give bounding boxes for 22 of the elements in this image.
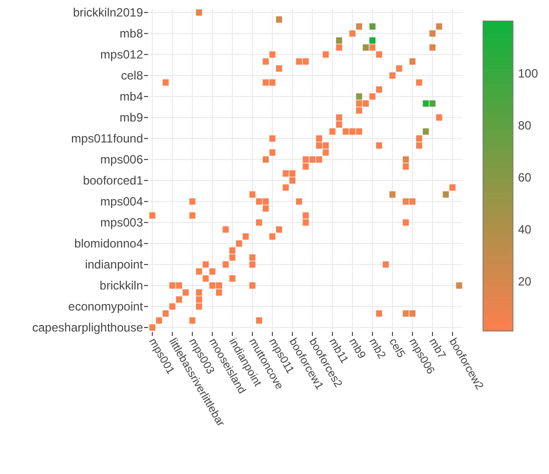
- y-tick-label: mps003: [100, 216, 144, 230]
- y-tick-label: mb9: [120, 110, 144, 125]
- color-bar-label: 80: [518, 118, 532, 132]
- y-tick-label: blomidonno4: [74, 236, 144, 251]
- y-tick-label: mps004: [100, 194, 144, 209]
- color-bar-label: 40: [518, 222, 532, 237]
- y-tick-label: brickkiln2019: [72, 6, 144, 20]
- y-tick-label: indianpoint: [84, 258, 144, 272]
- color-bar-label: 100: [518, 66, 538, 80]
- color-bar-label: 20: [518, 274, 532, 289]
- y-tick-label: mps011found: [71, 132, 143, 146]
- y-tick-label: cel8: [120, 68, 144, 83]
- x-tick-label: cel5: [386, 336, 408, 360]
- y-tick-label: mps012: [100, 48, 144, 62]
- y-tick-label: mb4: [120, 90, 144, 104]
- y-tick-label: economypoint: [68, 300, 144, 314]
- y-tick-label: brickkiln: [100, 278, 143, 293]
- color-bar-label: 60: [518, 170, 532, 185]
- y-tick-label: booforced1: [82, 174, 144, 188]
- y-tick-label: mps006: [100, 152, 144, 167]
- y-tick-label: capesharplighthouse: [32, 320, 144, 335]
- y-tick-label: mb8: [120, 26, 144, 41]
